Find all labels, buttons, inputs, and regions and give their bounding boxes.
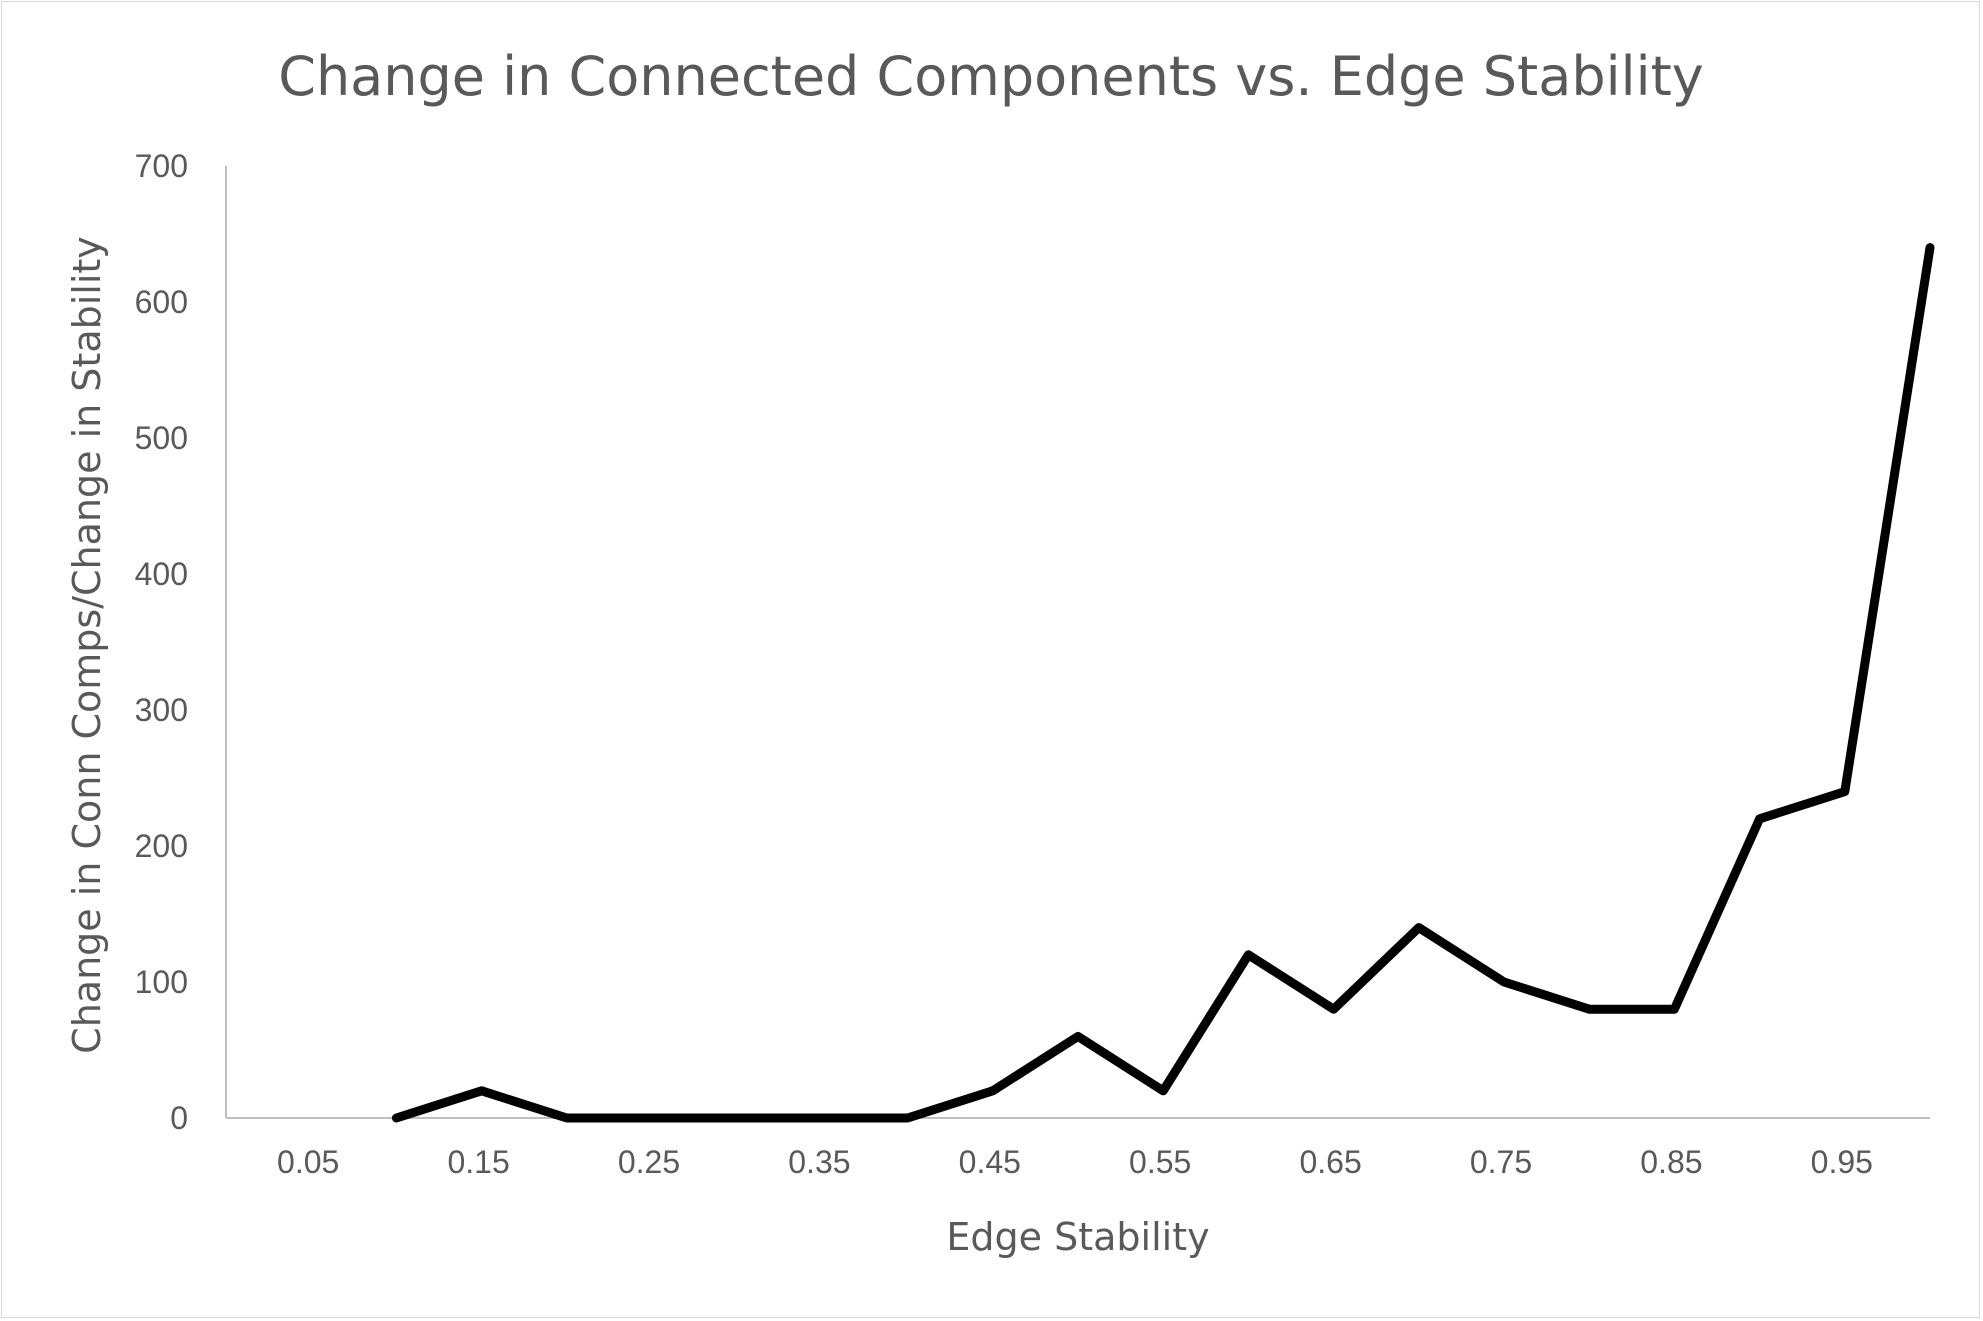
x-tick-label: 0.55 [1129, 1144, 1191, 1180]
data-point [1074, 1032, 1082, 1041]
y-tick-label: 200 [135, 828, 188, 864]
data-point [1414, 923, 1423, 932]
y-axis-title: Change in Conn Comps/Change in Stability [65, 236, 109, 1054]
y-tick-labels: 0 100 200 300 400 500 600 700 [135, 148, 188, 1136]
data-point [1585, 1005, 1594, 1014]
x-tick-label: 0.15 [447, 1144, 509, 1180]
x-tick-label: 0.75 [1470, 1144, 1532, 1180]
x-axis-title: Edge Stability [946, 1215, 1209, 1259]
data-point [988, 1086, 997, 1095]
x-tick-label: 0.65 [1299, 1144, 1361, 1180]
x-tick-labels: 0.05 0.15 0.25 0.35 0.45 0.55 0.65 0.75 0.85 0.95 [277, 1144, 1873, 1180]
x-tick-label: 0.05 [277, 1144, 339, 1180]
y-tick-label: 300 [135, 692, 188, 728]
y-tick-label: 400 [135, 556, 188, 592]
x-tick-label: 0.85 [1640, 1144, 1702, 1180]
series-line [391, 243, 1935, 1123]
data-point [903, 1114, 912, 1122]
x-tick-label: 0.95 [1811, 1144, 1873, 1180]
data-point [1926, 243, 1934, 252]
data-point [648, 1114, 656, 1122]
data-point [1670, 1005, 1679, 1014]
data-point [562, 1114, 571, 1122]
data-point [1244, 950, 1253, 959]
data-point [477, 1086, 486, 1095]
data-point [1329, 1005, 1338, 1014]
data-point [818, 1114, 827, 1122]
data-point [733, 1114, 742, 1122]
series-layer [391, 243, 1935, 1123]
data-point [1159, 1086, 1168, 1095]
y-tick-label: 0 [170, 1100, 188, 1136]
y-tick-label: 600 [135, 284, 188, 320]
data-point [1500, 978, 1508, 986]
x-tick-label: 0.45 [959, 1144, 1021, 1180]
data-point [392, 1114, 401, 1122]
x-tick-label: 0.35 [788, 1144, 850, 1180]
y-tick-label: 500 [135, 420, 188, 456]
y-tick-label: 100 [135, 964, 188, 1000]
y-tick-label: 700 [135, 148, 188, 184]
data-point [1840, 787, 1849, 796]
x-tick-label: 0.25 [618, 1144, 680, 1180]
chart-title: Change in Connected Components vs. Edge … [278, 45, 1704, 108]
data-point [1755, 814, 1764, 823]
